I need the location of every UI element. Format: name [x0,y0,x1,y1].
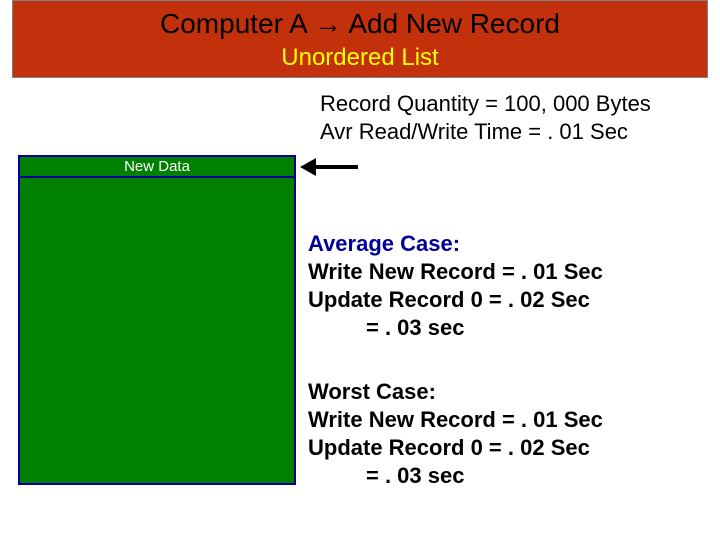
worst-line-2: Update Record 0 = . 02 Sec [308,434,603,462]
avg-line-2: Update Record 0 = . 02 Sec [308,286,603,314]
page-title: Computer A → Add New Record [0,8,720,40]
data-block: New Data [18,155,296,485]
worst-case-block: Worst Case: Write New Record = . 01 Sec … [308,378,603,491]
worst-line-3: = . 03 sec [308,462,603,490]
new-data-row: New Data [20,157,294,178]
avg-line-1: Write New Record = . 01 Sec [308,258,603,286]
info-line-2: Avr Read/Write Time = . 01 Sec [320,118,651,146]
avg-heading: Average Case: [308,230,603,258]
arrow-line [312,165,358,169]
average-case-block: Average Case: Write New Record = . 01 Se… [308,230,603,343]
worst-line-1: Write New Record = . 01 Sec [308,406,603,434]
arrow-head [300,158,316,176]
arrow-icon [300,158,360,176]
info-line-1: Record Quantity = 100, 000 Bytes [320,90,651,118]
worst-heading: Worst Case: [308,378,603,406]
info-block: Record Quantity = 100, 000 Bytes Avr Rea… [320,90,651,145]
page-subtitle: Unordered List [0,44,720,72]
avg-line-3: = . 03 sec [308,314,603,342]
